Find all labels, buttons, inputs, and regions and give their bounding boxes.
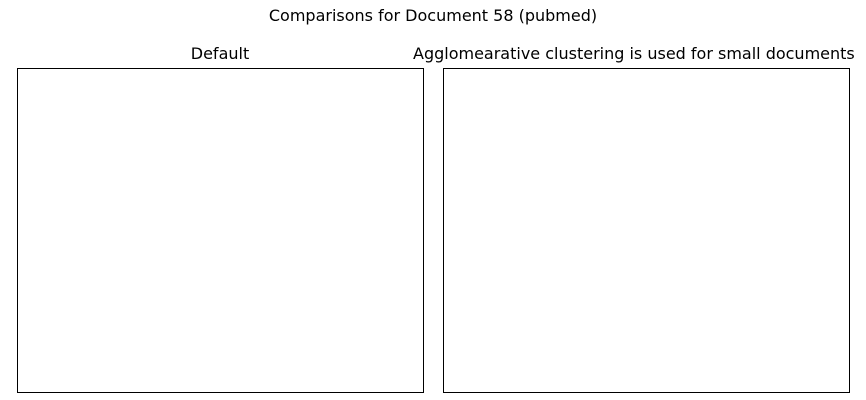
figure-title: Comparisons for Document 58 (pubmed) [268,6,598,25]
plot-area-agglomerative [443,68,850,393]
subplot-title-agglomerative: Agglomearative clustering is used for sm… [413,44,855,63]
subplot-title-default: Default [190,44,250,63]
plot-area-default [17,68,424,393]
